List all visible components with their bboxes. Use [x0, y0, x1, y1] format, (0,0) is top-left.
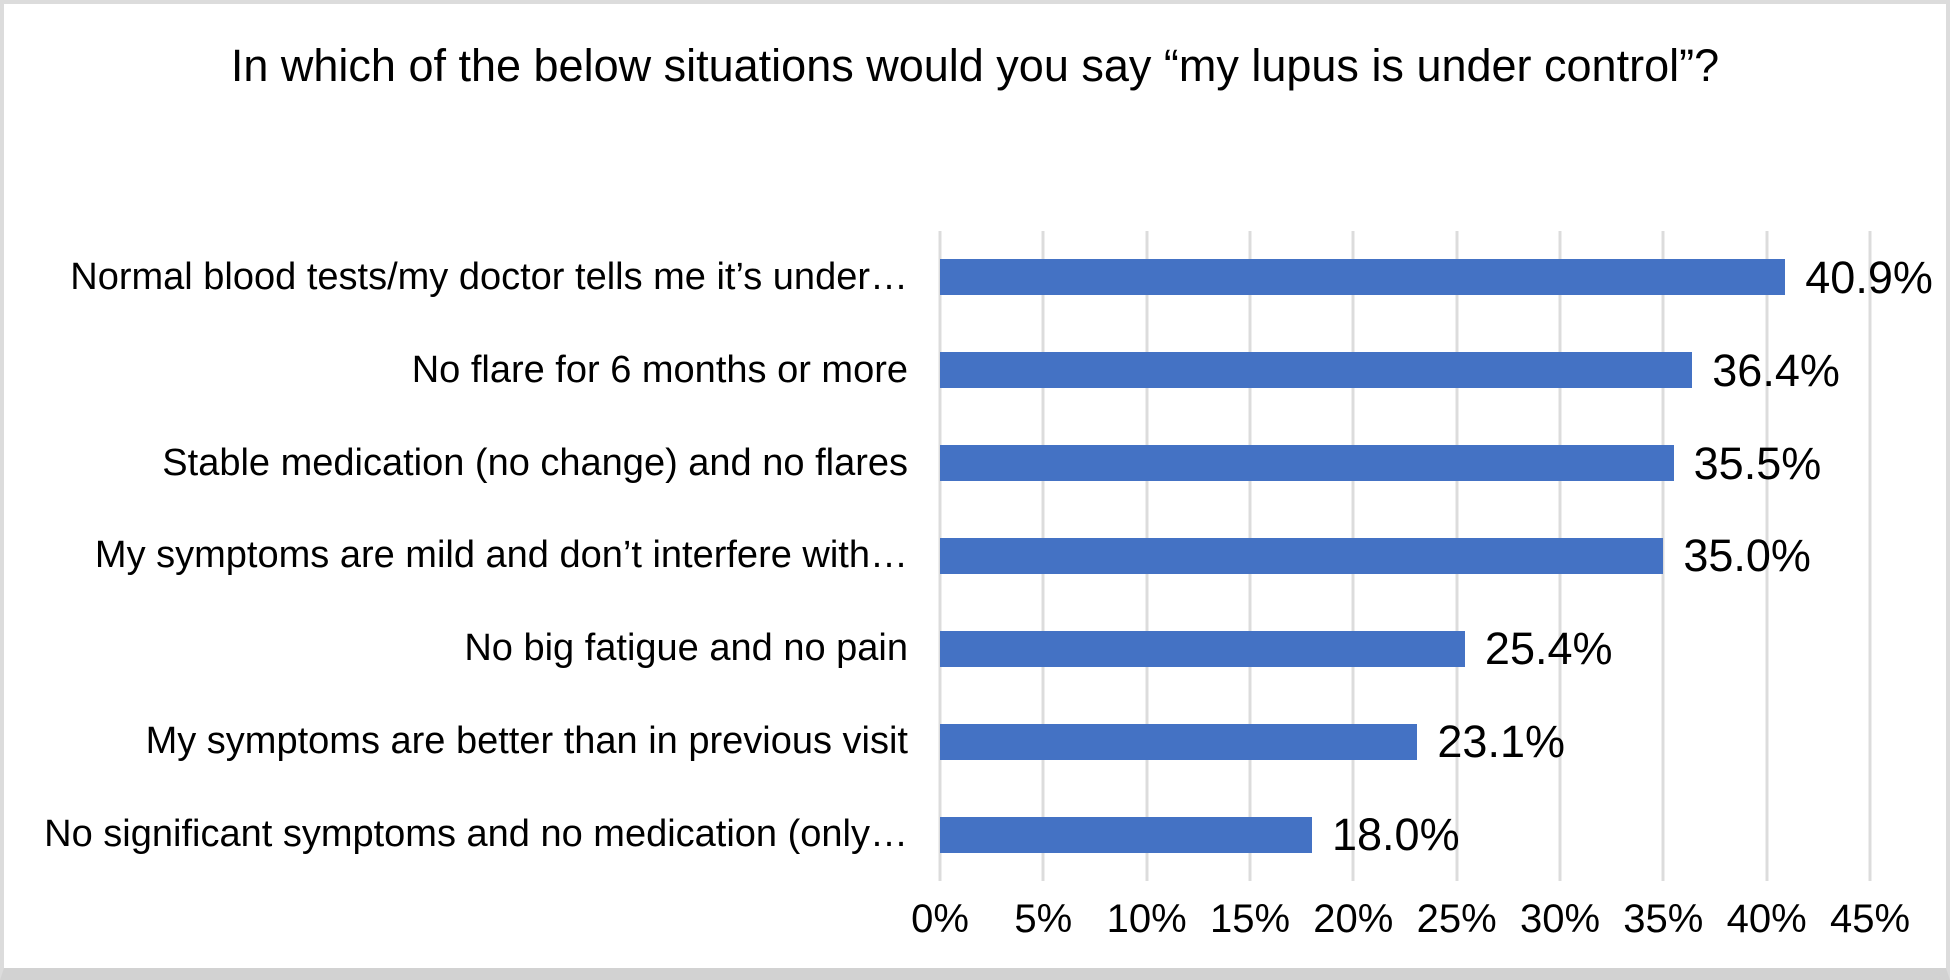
value-label: 23.1% — [1437, 716, 1565, 768]
bar — [940, 816, 1312, 853]
bar-row: 18.0% — [940, 788, 1870, 881]
bar-row: 23.1% — [940, 695, 1870, 788]
category-label: Stable medication (no change) and no fla… — [162, 441, 908, 484]
category-label: Normal blood tests/my doctor tells me it… — [70, 255, 908, 298]
category-axis: Normal blood tests/my doctor tells me it… — [4, 231, 924, 881]
category-label: My symptoms are better than in previous … — [145, 720, 908, 763]
bar — [940, 352, 1693, 389]
bar-row: 25.4% — [940, 602, 1870, 695]
bar — [940, 259, 1786, 296]
x-tick-label: 0% — [911, 897, 969, 941]
x-tick-label: 25% — [1416, 897, 1497, 941]
category-label: No big fatigue and no pain — [464, 627, 908, 670]
value-label: 36.4% — [1712, 344, 1840, 396]
value-label: 35.0% — [1683, 530, 1811, 582]
bar-row: 35.5% — [940, 417, 1870, 510]
category-label: No significant symptoms and no medicatio… — [44, 813, 908, 856]
category-label: No flare for 6 months or more — [411, 348, 908, 391]
x-tick-label: 45% — [1829, 897, 1911, 941]
x-tick-label: 20% — [1313, 897, 1394, 941]
gridline — [1868, 231, 1872, 881]
x-tick-label: 10% — [1106, 897, 1187, 941]
value-label: 18.0% — [1332, 809, 1460, 861]
gridline — [1661, 231, 1665, 881]
bar-series: 40.9% 36.4% 35.5% 35.0% 25.4% 23.1% 18.0% — [940, 231, 1933, 881]
x-tick-label: 35% — [1623, 897, 1704, 941]
x-tick-label: 5% — [1014, 897, 1073, 941]
value-label: 25.4% — [1484, 623, 1613, 675]
bar-row: 35.0% — [940, 510, 1870, 603]
plot-area: 40.9% 36.4% 35.5% 35.0% 25.4% 23.1% 18.0% — [938, 231, 1933, 881]
value-label: 35.5% — [1693, 437, 1822, 489]
bar — [940, 445, 1674, 482]
bar-row: 40.9% — [940, 231, 1933, 324]
x-tick-label: 40% — [1726, 897, 1807, 941]
chart-title: In which of the below situations would y… — [230, 40, 1720, 91]
bar — [940, 537, 1664, 574]
value-axis: 0% 5% 10% 15% 20% 25% 30% 35% 40% 45% — [911, 897, 1910, 949]
value-label: 40.9% — [1805, 251, 1933, 303]
bar — [940, 723, 1418, 760]
x-tick-label: 15% — [1209, 897, 1291, 941]
x-tick-label: 30% — [1519, 897, 1601, 941]
bar-row: 36.4% — [940, 324, 1870, 417]
category-label: My symptoms are mild and don’t interfere… — [94, 534, 908, 577]
gridline — [1765, 231, 1769, 881]
bar — [940, 630, 1465, 667]
